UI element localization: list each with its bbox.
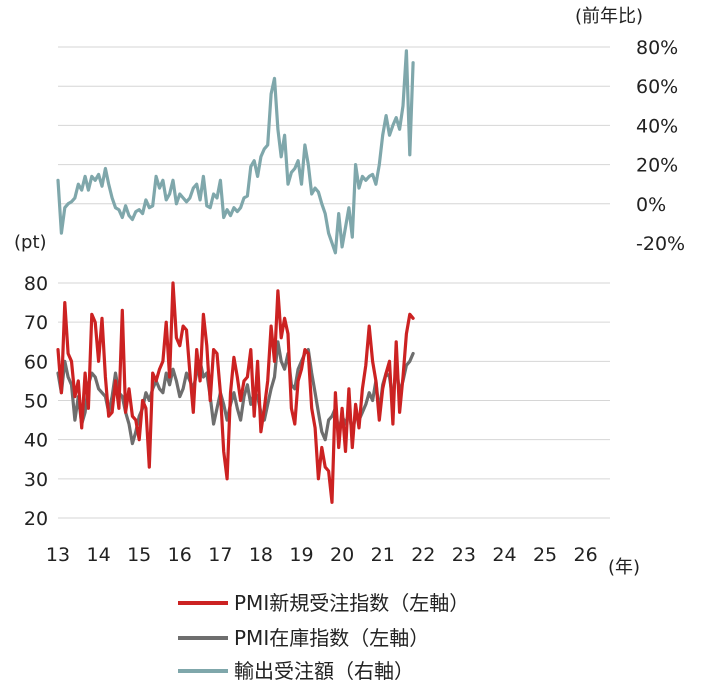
right-axis-unit: (前年比)	[575, 6, 643, 27]
x-tick-label: 16	[168, 544, 192, 566]
right-tick-label: 40%	[636, 115, 678, 137]
right-tick-label: 20%	[636, 155, 678, 177]
x-axis-tick-labels: 13 14 15 16 17 18 19 20 21 22 23 24 25 26	[46, 544, 598, 566]
left-tick-label: 50	[24, 391, 48, 413]
left-tick-label: 40	[24, 430, 48, 452]
left-tick-label: 60	[24, 351, 48, 373]
legend: PMI新規受注指数（左軸） PMI在庫指数（左軸） 輸出受注額（右軸）	[178, 591, 469, 683]
x-tick-label: 20	[330, 544, 354, 566]
x-tick-label: 13	[46, 544, 70, 566]
x-tick-label: 25	[533, 544, 557, 566]
left-axis-tick-labels: 80 70 60 50 40 30 20	[24, 273, 48, 530]
series-lines	[56, 49, 415, 504]
legend-label-1: PMI在庫指数（左軸）	[234, 626, 429, 650]
x-tick-label: 22	[411, 544, 435, 566]
series-line-2	[56, 49, 415, 255]
upper-gridlines	[58, 46, 610, 205]
right-tick-label: 80%	[636, 37, 678, 59]
x-tick-label: 24	[492, 544, 516, 566]
left-tick-label: 20	[24, 508, 48, 530]
legend-label-0: PMI新規受注指数（左軸）	[234, 591, 469, 615]
right-tick-label: 60%	[636, 76, 678, 98]
left-tick-label: 30	[24, 469, 48, 491]
x-axis-unit: (年)	[608, 557, 640, 578]
series-line-0	[56, 281, 415, 504]
x-tick-label: 19	[289, 544, 313, 566]
right-axis-tick-labels: 80% 60% 40% 20% 0% -20%	[636, 37, 685, 255]
x-tick-label: 21	[371, 544, 395, 566]
right-tick-label: -20%	[636, 233, 685, 255]
x-tick-label: 26	[574, 544, 598, 566]
x-tick-label: 18	[249, 544, 273, 566]
x-tick-label: 17	[208, 544, 232, 566]
legend-label-2: 輸出受注額（右軸）	[234, 659, 414, 683]
left-tick-label: 70	[24, 312, 48, 334]
x-tick-label: 15	[127, 544, 151, 566]
left-tick-label: 80	[24, 273, 48, 295]
x-tick-label: 23	[452, 544, 476, 566]
left-axis-unit: (pt)	[14, 232, 47, 253]
x-tick-label: 14	[86, 544, 110, 566]
right-tick-label: 0%	[636, 194, 666, 216]
